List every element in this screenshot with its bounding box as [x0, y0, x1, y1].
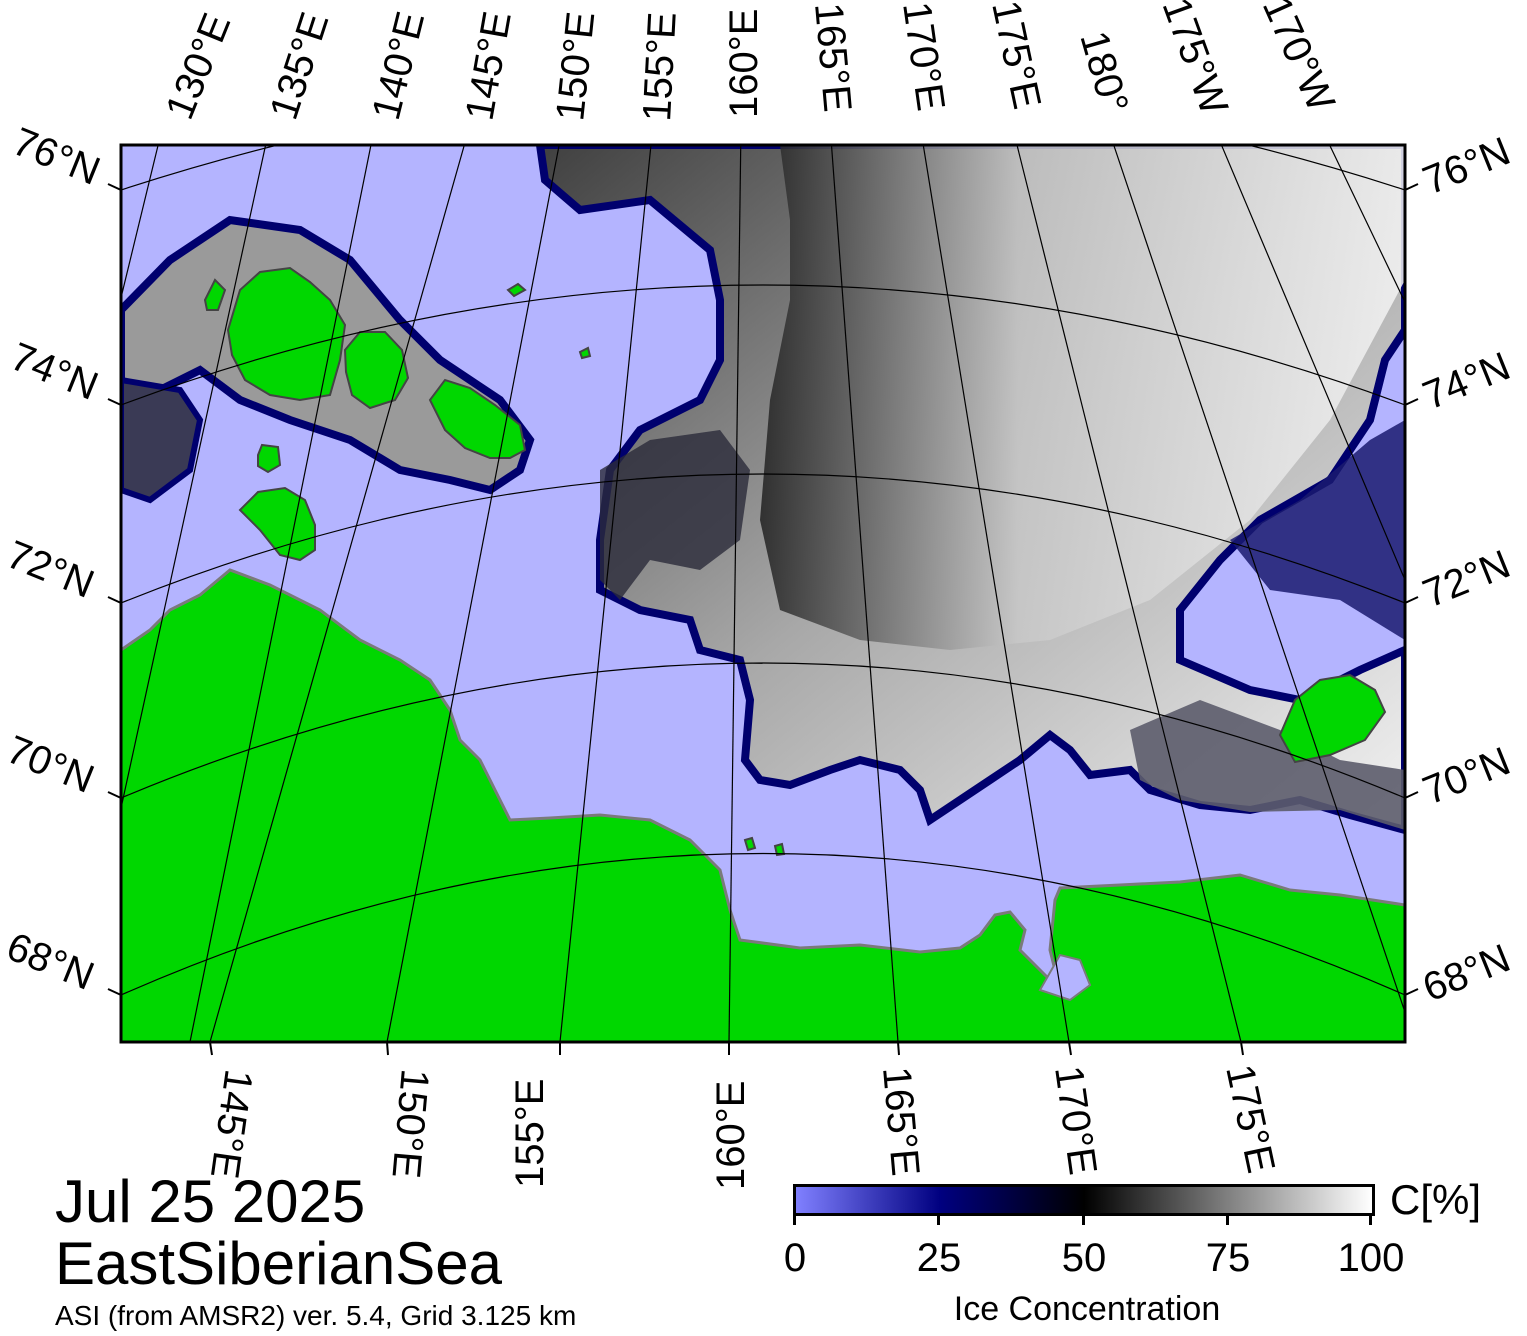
lat-label-left-76: 76°N	[7, 120, 106, 194]
lon-label-top-145e: 145°E	[458, 8, 520, 123]
ice-edge-east-floe	[1130, 700, 1405, 830]
lat-label-right-72: 72°N	[1417, 542, 1516, 616]
lon-label-top-175e: 175°E	[983, 0, 1049, 113]
lat-labels-left: 76°N 74°N 72°N 70°N 68°N	[1, 120, 106, 999]
lon-labels-top: 130°E 135°E 140°E 145°E 150°E 155°E 160°…	[158, 0, 1344, 125]
meridian-130e	[121, 145, 159, 301]
lon-label-bottom-175e: 175°E	[1217, 1061, 1283, 1177]
graticule	[121, 145, 1405, 1042]
parallel-70n	[121, 662, 1405, 799]
parallel-74n	[121, 284, 1405, 406]
colorbar-tick-label: 75	[1205, 1236, 1251, 1280]
data-source: ASI (from AMSR2) ver. 5.4, Grid 3.125 km	[55, 1300, 577, 1331]
meridian-170w	[1328, 145, 1405, 304]
colorbar-tick	[1369, 1213, 1372, 1225]
lat-label-left-72: 72°N	[1, 533, 100, 607]
bennett-island	[506, 282, 527, 298]
lon-label-top-170w: 170°W	[1254, 0, 1343, 118]
meridian-145e	[209, 145, 465, 1042]
map-date: Jul 25 2025	[55, 1168, 366, 1235]
lon-label-bottom-160e: 160°E	[709, 1081, 753, 1190]
meridian-180	[1113, 145, 1405, 1015]
new-siberia-island	[428, 378, 527, 459]
lat-label-right-74: 74°N	[1417, 344, 1516, 418]
meridian-155e	[559, 145, 652, 1042]
lon-label-bottom-170e: 170°E	[1046, 1063, 1105, 1177]
parallel-72n	[121, 473, 1405, 604]
colorbar-tick	[1082, 1213, 1085, 1225]
wrangel-island	[1278, 673, 1387, 764]
colorbar-tick	[793, 1213, 796, 1225]
lat-label-left-68: 68°N	[1, 925, 100, 999]
colorbar-tick-label: 0	[783, 1236, 807, 1280]
bunge-land	[203, 278, 227, 311]
lon-label-top-155e: 155°E	[635, 11, 685, 123]
meridian-170e	[922, 145, 1070, 1042]
kotelny-island	[226, 266, 347, 402]
faddeyevsky-island	[343, 331, 410, 410]
kolyma-delta	[1038, 953, 1092, 1002]
lon-label-bottom-150e: 150°E	[383, 1067, 436, 1180]
lon-label-bottom-145e: 145°E	[202, 1067, 261, 1181]
ice-edge-dark-west	[600, 430, 750, 600]
colorbar	[793, 1184, 1375, 1216]
lat-label-right-70: 70°N	[1417, 739, 1516, 813]
sea-ice-core	[760, 145, 1405, 650]
region-name: EastSiberianSea	[55, 1230, 502, 1297]
meridian-160e	[728, 145, 742, 1042]
lon-labels-bottom: 145°E 150°E 155°E 160°E 165°E 170°E 175°…	[202, 1061, 1283, 1190]
maly-lyakhovsky-island	[257, 443, 282, 474]
map-frame	[119, 143, 1407, 1044]
west-ice-band	[121, 376, 204, 504]
lat-label-right-68: 68°N	[1417, 936, 1516, 1010]
meridian-165e	[830, 145, 899, 1042]
lon-label-bottom-165e: 165°E	[874, 1065, 927, 1178]
zhokhov-island	[578, 346, 592, 360]
lon-label-top-130e: 130°E	[158, 7, 240, 125]
colorbar-tick-label: 25	[916, 1236, 962, 1280]
colorbar-tick-label: 100	[1337, 1236, 1405, 1280]
lon-label-top-135e: 135°E	[262, 7, 338, 125]
lat-label-left-74: 74°N	[5, 335, 104, 409]
colorbar-tick	[937, 1213, 940, 1225]
colorbar-unit: C[%]	[1390, 1176, 1482, 1223]
map-content	[121, 145, 1405, 1042]
lon-label-top-180: 180°	[1071, 26, 1136, 118]
lon-label-top-140e: 140°E	[364, 7, 433, 124]
parallel-68n	[121, 853, 1405, 996]
meridian-150e	[386, 145, 560, 1042]
colorbar-tick-label: 50	[1061, 1236, 1107, 1280]
meridian-175w	[1220, 145, 1405, 582]
meridian-140e	[189, 145, 372, 1042]
lat-label-left-70: 70°N	[1, 728, 100, 802]
mainland-siberia	[121, 568, 1405, 1042]
lon-label-top-175w: 175°W	[1154, 0, 1237, 121]
frame-ticks	[107, 183, 1419, 1056]
meridian-175e	[1016, 145, 1242, 1042]
lon-label-top-150e: 150°E	[548, 10, 603, 123]
lon-label-top-170e: 170°E	[894, 0, 953, 114]
lon-label-bottom-155e: 155°E	[508, 1079, 552, 1188]
lon-label-top-160e: 160°E	[722, 9, 766, 118]
lat-label-right-76: 76°N	[1417, 129, 1516, 203]
lat-labels-right: 76°N 74°N 72°N 70°N 68°N	[1417, 129, 1516, 1010]
lon-label-top-165e: 165°E	[806, 1, 859, 114]
colorbar-tick	[1226, 1213, 1229, 1225]
colorbar-title: Ice Concentration	[953, 1290, 1221, 1328]
meridian-135e	[121, 145, 267, 811]
